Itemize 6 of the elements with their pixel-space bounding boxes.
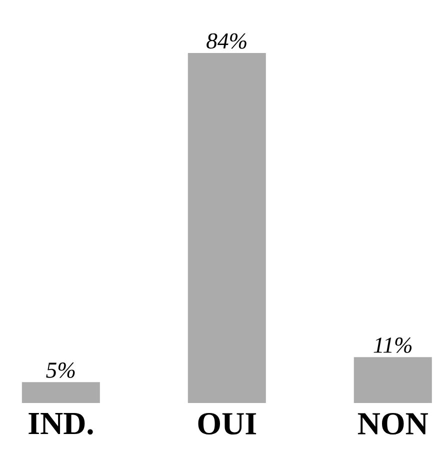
x-tick-label: NON [358,413,428,435]
data-label: 11% [374,338,412,353]
x-tick-label: OUI [198,413,256,435]
x-tick-label: IND. [28,413,93,434]
data-label: 84% [206,33,246,49]
data-label: 5% [46,362,75,378]
